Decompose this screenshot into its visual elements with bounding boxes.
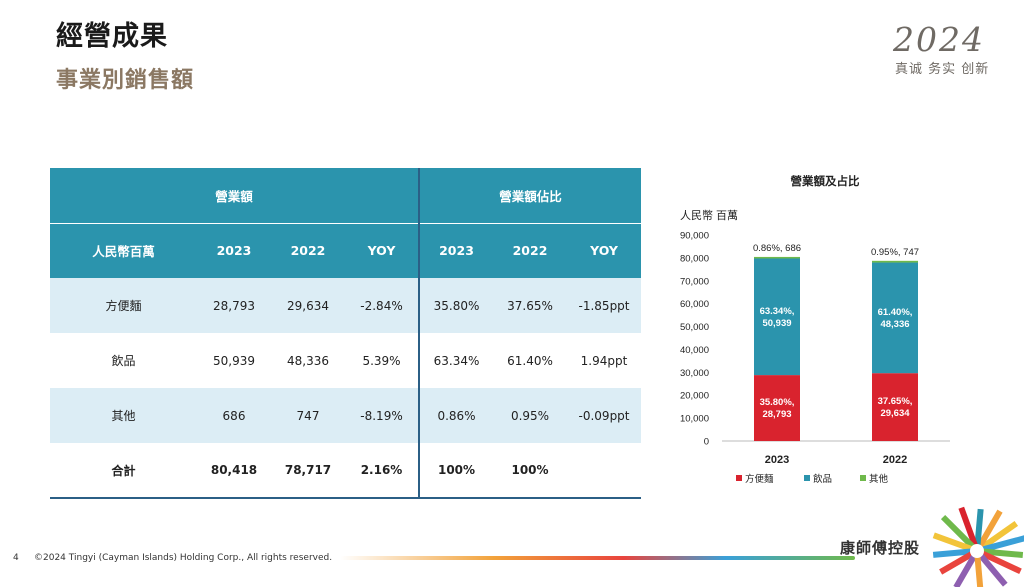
sales-yoy: 2.16% (345, 443, 420, 499)
brand-slogan: 真诚 务实 创新 (895, 62, 990, 77)
share-yoy: -1.85ppt (567, 278, 642, 333)
row-name: 其他 (50, 388, 197, 443)
sales-2022: 48,336 (287, 353, 329, 368)
table-row-total: 合計 80,418 78,717 2.16% 100% 100% (50, 443, 642, 499)
column-header-yoy: YOY (345, 222, 420, 278)
share-2022: 100% (493, 443, 568, 499)
bar-segment (872, 262, 918, 374)
y-tick-label: 10,000 (680, 414, 709, 425)
sales-yoy: 5.39% (362, 353, 401, 368)
table-row: 方便麵 28,793 29,634 -2.84% 35.80% 37.65% -… (50, 278, 642, 333)
data-label: 0.95%, 747 (871, 247, 919, 258)
data-label: 0.86%, 686 (753, 243, 801, 254)
page-number: 4 (13, 553, 19, 563)
legend-label: 方便麵 (745, 473, 774, 485)
bar-segment (872, 260, 918, 263)
share-2023: 35.80% (418, 278, 494, 333)
sales-2022: 29,634 (271, 278, 345, 333)
sales-2023: 50,939 (213, 353, 255, 368)
table-column-header-row: 人民幣百萬 2023 2022 YOY 2023 2022 YOY (50, 222, 642, 278)
share-2023: 100% (418, 443, 494, 499)
column-header-share-2022: 2022 (493, 222, 568, 278)
data-label: 37.65%, (878, 396, 913, 407)
page-title: 經營成果 (56, 21, 168, 52)
sales-2022: 78,717 (271, 443, 345, 499)
row-name: 方便麵 (50, 278, 197, 333)
bar-segment (754, 375, 800, 441)
data-label: 29,634 (880, 408, 910, 419)
table-row: 飲品 50,939 48,336 5.39% 63.34% 61.40% 1.9… (50, 333, 641, 388)
row-name: 飲品 (111, 354, 136, 368)
y-tick-label: 40,000 (680, 345, 709, 356)
bar-segment (754, 256, 800, 259)
data-label: 28,793 (762, 409, 791, 420)
x-tick-label: 2022 (883, 454, 907, 466)
legend-label: 其他 (869, 473, 889, 485)
bar-segment (754, 258, 800, 376)
share-2023: 0.86% (418, 388, 494, 443)
chart-title: 營業額及占比 (791, 174, 860, 188)
y-tick-label: 80,000 (680, 253, 709, 264)
y-tick-label: 60,000 (680, 299, 709, 310)
column-header-2023: 2023 (197, 222, 271, 278)
data-label: 48,336 (880, 319, 909, 330)
y-tick-label: 30,000 (680, 368, 709, 379)
data-label: 50,939 (762, 318, 791, 329)
company-name: 康師傅控股 (840, 539, 921, 557)
sales-2022: 747 (271, 388, 345, 443)
data-label: 63.34%, (760, 306, 795, 317)
brand-year: 2024 (893, 20, 985, 59)
y-tick-label: 50,000 (680, 322, 709, 333)
chart-ylabel: 人民幣 百萬 (680, 209, 738, 222)
share-yoy (567, 443, 642, 499)
data-label: 35.80%, (760, 397, 795, 408)
column-header-share-yoy: YOY (567, 222, 642, 278)
legend-swatch (804, 475, 810, 481)
copyright-text: ©2024 Tingyi (Cayman Islands) Holding Co… (34, 553, 333, 563)
column-header-2022: 2022 (271, 222, 345, 278)
y-tick-label: 90,000 (680, 231, 709, 242)
data-label: 61.40%, (878, 307, 913, 318)
table-row: 其他 686 747 -8.19% 0.86% 0.95% -0.09ppt (50, 388, 642, 443)
legend-swatch (736, 475, 742, 481)
bar-segment (872, 373, 918, 441)
share-yoy: 1.94ppt (580, 353, 628, 368)
brand-rays-logo-icon (932, 506, 1024, 587)
sales-2023: 28,793 (197, 278, 271, 333)
share-yoy: -0.09ppt (567, 388, 642, 443)
sales-2023: 686 (197, 388, 271, 443)
sales-yoy: -2.84% (345, 278, 420, 333)
legend-label: 飲品 (813, 473, 832, 485)
group-header-sales: 營業額 (50, 168, 420, 223)
sales-yoy: -8.19% (345, 388, 420, 443)
column-header-share-2023: 2023 (418, 222, 494, 278)
sales-table: 營業額 營業額佔比 人民幣百萬 2023 2022 YOY 2023 2022 … (50, 168, 642, 499)
sales-2023: 80,418 (197, 443, 271, 499)
group-header-share: 營業額佔比 (418, 168, 642, 223)
y-tick-label: 70,000 (680, 276, 709, 287)
page-subtitle: 事業別銷售額 (56, 68, 195, 93)
x-tick-label: 2023 (765, 454, 789, 466)
share-2022: 37.65% (493, 278, 568, 333)
share-2023: 63.34% (418, 333, 494, 388)
y-tick-label: 0 (704, 437, 709, 448)
footer-gradient-line (340, 556, 855, 560)
row-name: 合計 (50, 443, 197, 499)
legend-swatch (860, 475, 866, 481)
share-2022: 61.40% (507, 353, 553, 368)
y-tick-label: 20,000 (680, 391, 709, 402)
column-header-unit: 人民幣百萬 (50, 222, 197, 278)
table-group-header-row: 營業額 營業額佔比 (50, 168, 642, 223)
share-2022: 0.95% (493, 388, 568, 443)
